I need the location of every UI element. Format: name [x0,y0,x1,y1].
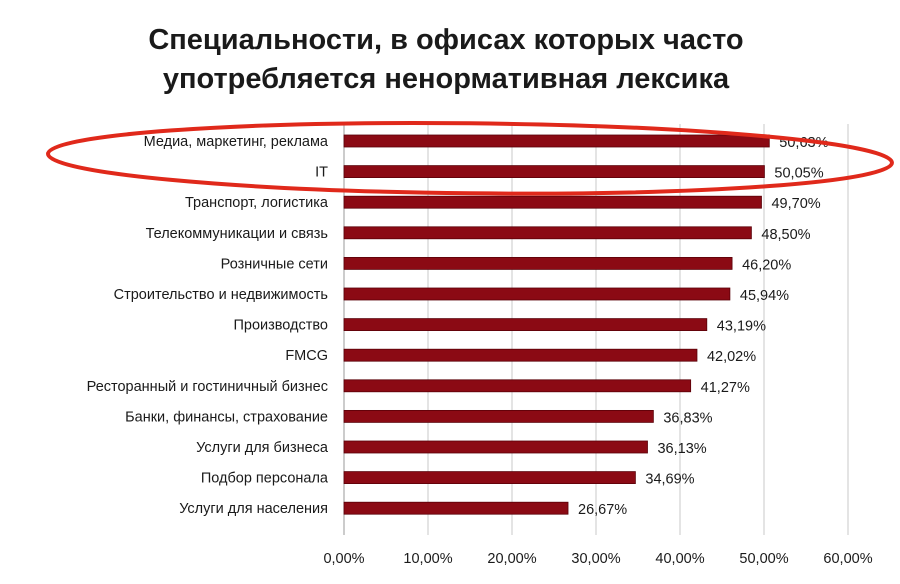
value-label-12: 26,67% [578,502,627,518]
value-label-1: 50,05% [774,166,823,182]
value-label-6: 43,19% [717,319,766,335]
bar-7 [343,348,698,362]
category-label-1: IT [315,165,328,181]
value-labels: 50,63%50,05%49,70%48,50%46,20%45,94%43,1… [578,135,829,518]
category-label-0: Медиа, маркетинг, реклама [144,134,329,150]
bar-6 [343,318,708,332]
highlight-ellipse [46,121,894,196]
value-label-9: 36,83% [663,410,712,426]
category-label-12: Услуги для населения [179,501,328,517]
chart-title-line-2: употребляется ненормативная лексика [163,63,730,95]
annotations [46,121,894,196]
bar-4 [343,256,733,270]
category-labels: Медиа, маркетинг, реклама IT Транспорт, ло… [87,134,329,517]
chart-title-line-1: Специальности, в офисах которых часто [148,24,743,56]
value-label-3: 48,50% [761,227,810,243]
category-label-3: Телекоммуникации и связь [146,226,328,242]
value-label-11: 34,69% [645,472,694,488]
bar-11 [343,471,636,485]
x-tick-label-4: 40,00% [655,551,704,567]
bars [343,134,770,515]
x-tick-label-0: 0,00% [323,551,364,567]
bar-1 [343,165,765,179]
value-label-4: 46,20% [742,257,791,273]
bar-12 [343,501,569,515]
bar-0 [343,134,770,148]
category-label-11: Подбор персонала [201,471,329,487]
value-label-7: 42,02% [707,349,756,365]
bar-5 [343,287,731,301]
category-label-4: Розничные сети [221,256,328,272]
bar-2 [343,195,762,209]
x-axis-ticks: 0,00% 10,00% 20,00% 30,00% 40,00% 50,00% 60,00… [323,551,872,567]
value-label-5: 45,94% [740,288,789,304]
value-label-10: 36,13% [657,441,706,457]
x-tick-label-6: 60,00% [823,551,872,567]
category-label-9: Банки, финансы, страхование [125,409,328,425]
category-label-2: Транспорт, логистика [185,195,329,211]
category-label-7: FMCG [285,348,328,364]
category-label-10: Услуги для бизнеса [196,440,329,456]
bar-8 [343,379,692,393]
x-tick-label-5: 50,00% [739,551,788,567]
bar-9 [343,409,654,423]
x-tick-label-2: 20,00% [487,551,536,567]
x-tick-label-1: 10,00% [403,551,452,567]
category-label-5: Строительство и недвижимость [114,287,328,303]
bar-10 [343,440,648,454]
value-label-2: 49,70% [771,196,820,212]
x-tick-label-3: 30,00% [571,551,620,567]
bar-3 [343,226,752,240]
value-label-8: 41,27% [701,380,750,396]
category-label-8: Ресторанный и гостиничный бизнес [87,379,328,395]
category-label-6: Производство [233,318,328,334]
